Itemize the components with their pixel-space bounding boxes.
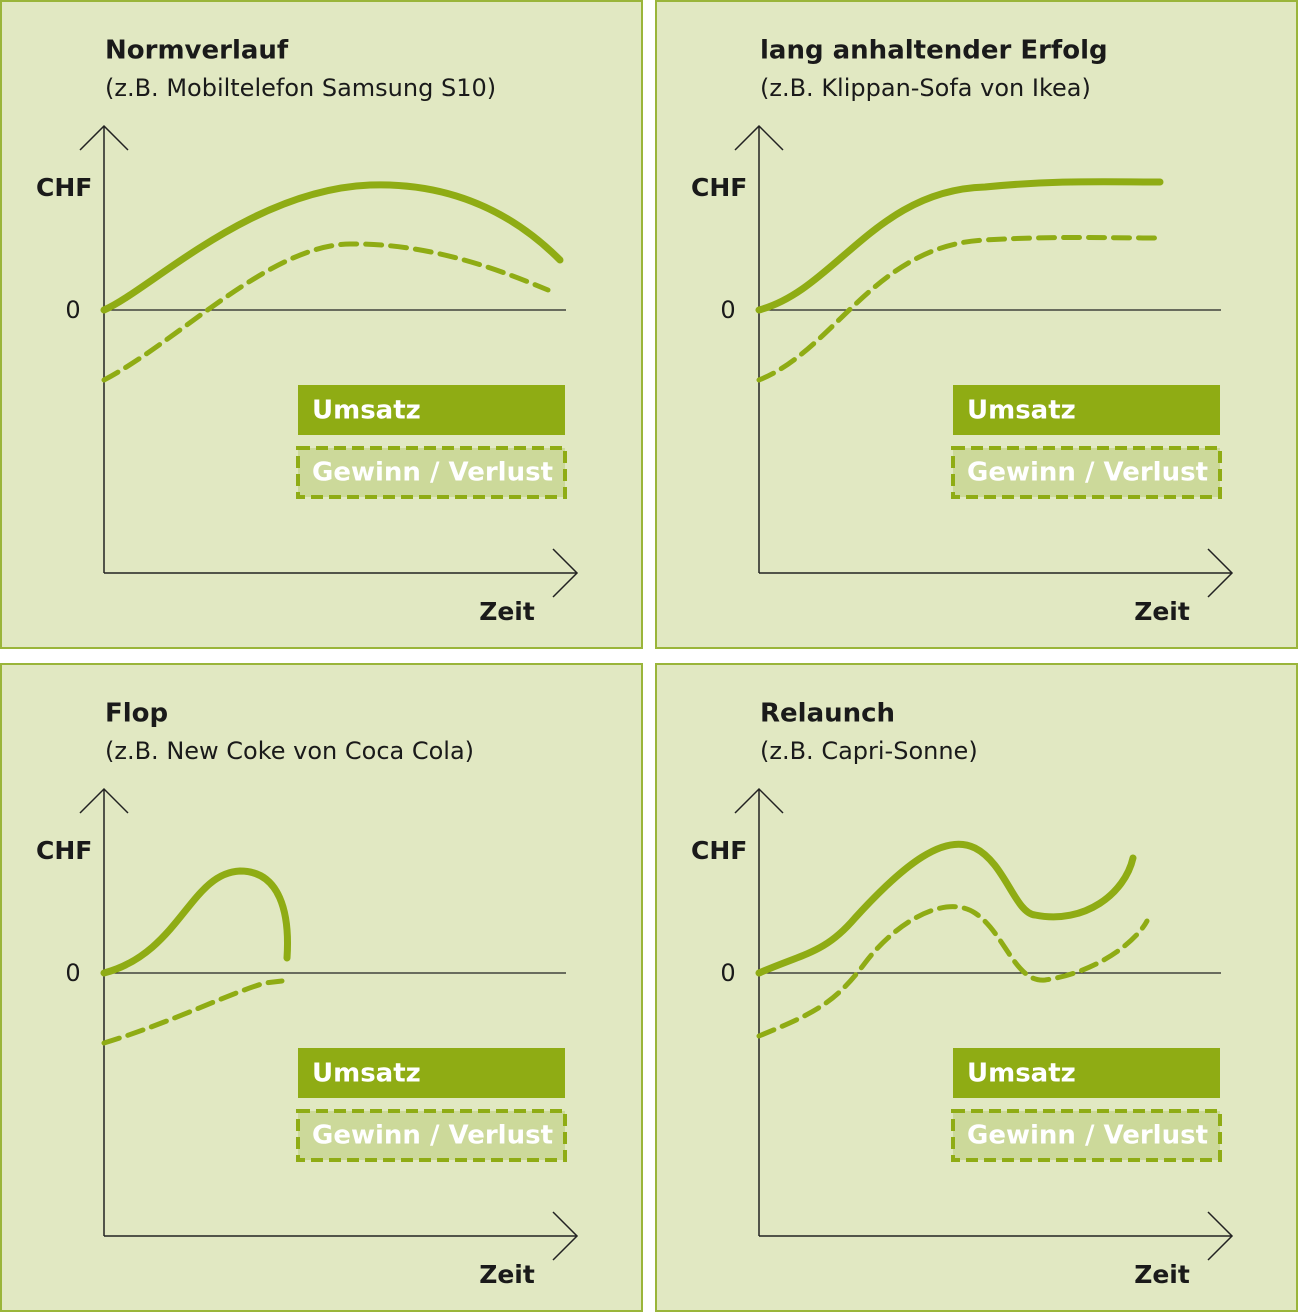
revenue-curve <box>755 178 1164 314</box>
panel-title: lang anhaltender Erfolg <box>760 36 1108 66</box>
panel-background <box>655 0 1298 649</box>
zero-label: 0 <box>720 959 735 987</box>
profit-curve <box>756 904 1150 1039</box>
panel: Relaunch (z.B. Capri-Sonne) CHF 0 Zeit Umsatz… <box>655 663 1298 1312</box>
x-axis-arrow <box>552 548 579 598</box>
x-axis-arrow <box>552 1211 579 1261</box>
legend-profit-box <box>951 1109 1222 1162</box>
y-axis-arrow <box>734 124 784 151</box>
panel-subtitle: (z.B. Klippan-Sofa von Ikea) <box>760 74 1091 102</box>
legend-profit-box <box>951 446 1222 499</box>
revenue-curve <box>100 181 564 314</box>
legend-revenue-box <box>953 385 1220 435</box>
profit-curve <box>101 241 551 383</box>
profit-curve <box>101 978 285 1046</box>
legend-profit-box <box>296 446 567 499</box>
panel-subtitle: (z.B. New Coke von Coca Cola) <box>105 737 474 765</box>
y-axis-label: CHF <box>36 836 92 865</box>
panel-title: Relaunch <box>760 699 895 729</box>
legend-profit-box <box>296 1109 567 1162</box>
panel-subtitle: (z.B. Capri-Sonne) <box>760 737 978 765</box>
legend-revenue: Umsatz <box>967 1059 1076 1089</box>
x-axis-label: Zeit <box>1134 597 1190 626</box>
x-axis-label: Zeit <box>1134 1260 1190 1289</box>
zero-label: 0 <box>720 296 735 324</box>
legend-revenue-box <box>298 1048 565 1098</box>
legend-revenue-box <box>953 1048 1220 1098</box>
y-axis-arrow <box>734 787 784 814</box>
x-axis-label: Zeit <box>479 1260 535 1289</box>
panel: Normverlauf (z.B. Mobiltelefon Samsung S1… <box>0 0 643 649</box>
panel-background <box>655 663 1298 1312</box>
legend-revenue: Umsatz <box>967 396 1076 426</box>
y-axis-label: CHF <box>691 836 747 865</box>
legend-revenue: Umsatz <box>312 396 421 426</box>
panel-title: Normverlauf <box>105 36 289 66</box>
revenue-curve <box>755 840 1137 977</box>
y-axis-label: CHF <box>36 173 92 202</box>
y-axis-label: CHF <box>691 173 747 202</box>
revenue-curve <box>100 867 291 977</box>
panel-title: Flop <box>105 699 168 729</box>
panel: Flop (z.B. New Coke von Coca Cola) CHF 0 Zei… <box>0 663 643 1312</box>
legend-profit: Gewinn / Verlust <box>312 458 553 488</box>
zero-label: 0 <box>65 959 80 987</box>
legend-revenue-box <box>298 385 565 435</box>
panel-subtitle: (z.B. Mobiltelefon Samsung S10) <box>105 74 496 102</box>
legend-profit: Gewinn / Verlust <box>312 1121 553 1151</box>
y-axis-arrow <box>79 787 129 814</box>
panel-background <box>0 0 643 649</box>
legend-profit: Gewinn / Verlust <box>967 1121 1208 1151</box>
legend-revenue: Umsatz <box>312 1059 421 1089</box>
x-axis-label: Zeit <box>479 597 535 626</box>
x-axis-arrow <box>1207 548 1234 598</box>
zero-label: 0 <box>65 296 80 324</box>
y-axis-arrow <box>79 124 129 151</box>
x-axis-arrow <box>1207 1211 1234 1261</box>
panel: lang anhaltender Erfolg (z.B. Klippan-Sof… <box>655 0 1298 649</box>
legend-profit: Gewinn / Verlust <box>967 458 1208 488</box>
profit-curve <box>756 235 1160 383</box>
panel-background <box>0 663 643 1312</box>
